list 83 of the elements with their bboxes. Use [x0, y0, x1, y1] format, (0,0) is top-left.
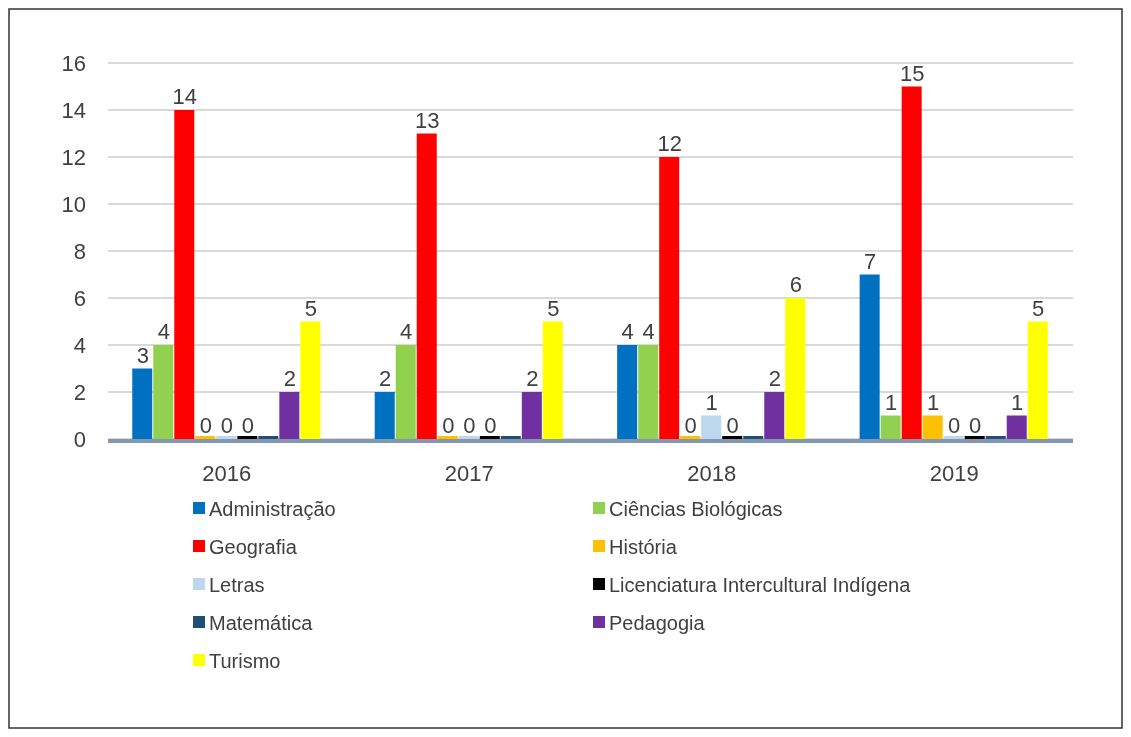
- data-label: 0: [948, 413, 961, 438]
- legend-label: Pedagogia: [609, 612, 706, 634]
- bar: [395, 345, 416, 439]
- x-tick-label: 2016: [202, 461, 252, 486]
- data-label: 12: [657, 131, 682, 156]
- data-label: 0: [684, 413, 697, 438]
- bar: [701, 415, 722, 439]
- data-label: 0: [969, 413, 982, 438]
- legend-label: História: [609, 536, 678, 558]
- data-label: 4: [400, 319, 413, 344]
- legend-label: Licenciatura Intercultural Indígena: [609, 574, 912, 596]
- data-label: 5: [1032, 295, 1045, 321]
- bar: [258, 436, 279, 439]
- x-tick-label: 2019: [929, 461, 979, 486]
- data-label: 5: [547, 295, 560, 321]
- y-tick-label: 10: [61, 191, 86, 217]
- y-tick-label: 6: [73, 285, 86, 311]
- legend-label: Turismo: [209, 650, 281, 672]
- data-label: 4: [621, 319, 634, 344]
- bar: [901, 86, 922, 439]
- legend-label: Matemática: [209, 612, 314, 634]
- bar: [680, 436, 701, 439]
- bar: [500, 436, 521, 439]
- legend-label: Geografia: [209, 536, 298, 558]
- y-tick-label: 2: [73, 379, 86, 405]
- y-tick-label: 8: [73, 238, 86, 264]
- bar: [195, 436, 216, 439]
- y-tick-label: 14: [61, 97, 86, 123]
- legend-label: Administração: [209, 498, 336, 520]
- data-label: 1: [927, 389, 940, 415]
- bar: [279, 392, 300, 439]
- data-label: 2: [283, 366, 296, 391]
- data-label: 0: [726, 413, 739, 438]
- legend-label: Letras: [209, 574, 265, 596]
- bar: [743, 436, 764, 439]
- data-label: 1: [705, 389, 718, 415]
- data-label: 1: [1011, 389, 1024, 415]
- bar: [880, 415, 901, 439]
- data-label: 14: [172, 84, 198, 109]
- bar: [132, 368, 153, 439]
- bar: [1006, 415, 1027, 439]
- y-tick-label: 16: [61, 50, 86, 76]
- bar: [985, 436, 1006, 439]
- bar: [542, 321, 563, 439]
- bar: [374, 392, 395, 439]
- data-label: 6: [789, 272, 802, 297]
- data-label: 2: [768, 366, 781, 391]
- bar: [638, 345, 659, 439]
- data-label: 1: [885, 389, 898, 415]
- bar: [521, 392, 542, 439]
- legend-label: Ciências Biológicas: [609, 498, 783, 520]
- data-label: 0: [199, 413, 212, 438]
- bar: [659, 157, 680, 439]
- bar: [859, 274, 880, 439]
- data-label: 15: [899, 60, 925, 86]
- bar: [174, 110, 195, 439]
- data-label: 5: [304, 295, 317, 321]
- x-tick-label: 2018: [687, 461, 737, 486]
- bar: [1027, 321, 1048, 439]
- data-label: 0: [220, 413, 233, 438]
- y-tick-label: 12: [61, 144, 86, 170]
- data-label: 7: [864, 248, 877, 274]
- data-label: 0: [442, 413, 455, 438]
- bar: [300, 321, 321, 439]
- bar: [617, 345, 638, 439]
- data-label: 4: [642, 319, 655, 344]
- data-label: 3: [136, 342, 149, 368]
- bar: [785, 298, 806, 439]
- y-tick-label: 0: [73, 426, 86, 452]
- data-label: 2: [379, 366, 392, 391]
- bar: [764, 392, 785, 439]
- bar: [922, 415, 943, 439]
- bar: [437, 436, 458, 439]
- bar: [416, 133, 437, 439]
- data-label: 0: [463, 413, 476, 438]
- data-label: 0: [484, 413, 497, 438]
- bar: [153, 345, 174, 439]
- data-label: 2: [526, 366, 539, 391]
- data-label: 4: [157, 319, 170, 344]
- x-tick-label: 2017: [444, 461, 494, 486]
- data-label: 0: [241, 413, 254, 438]
- y-tick-label: 4: [73, 332, 86, 358]
- data-label: 13: [415, 107, 440, 133]
